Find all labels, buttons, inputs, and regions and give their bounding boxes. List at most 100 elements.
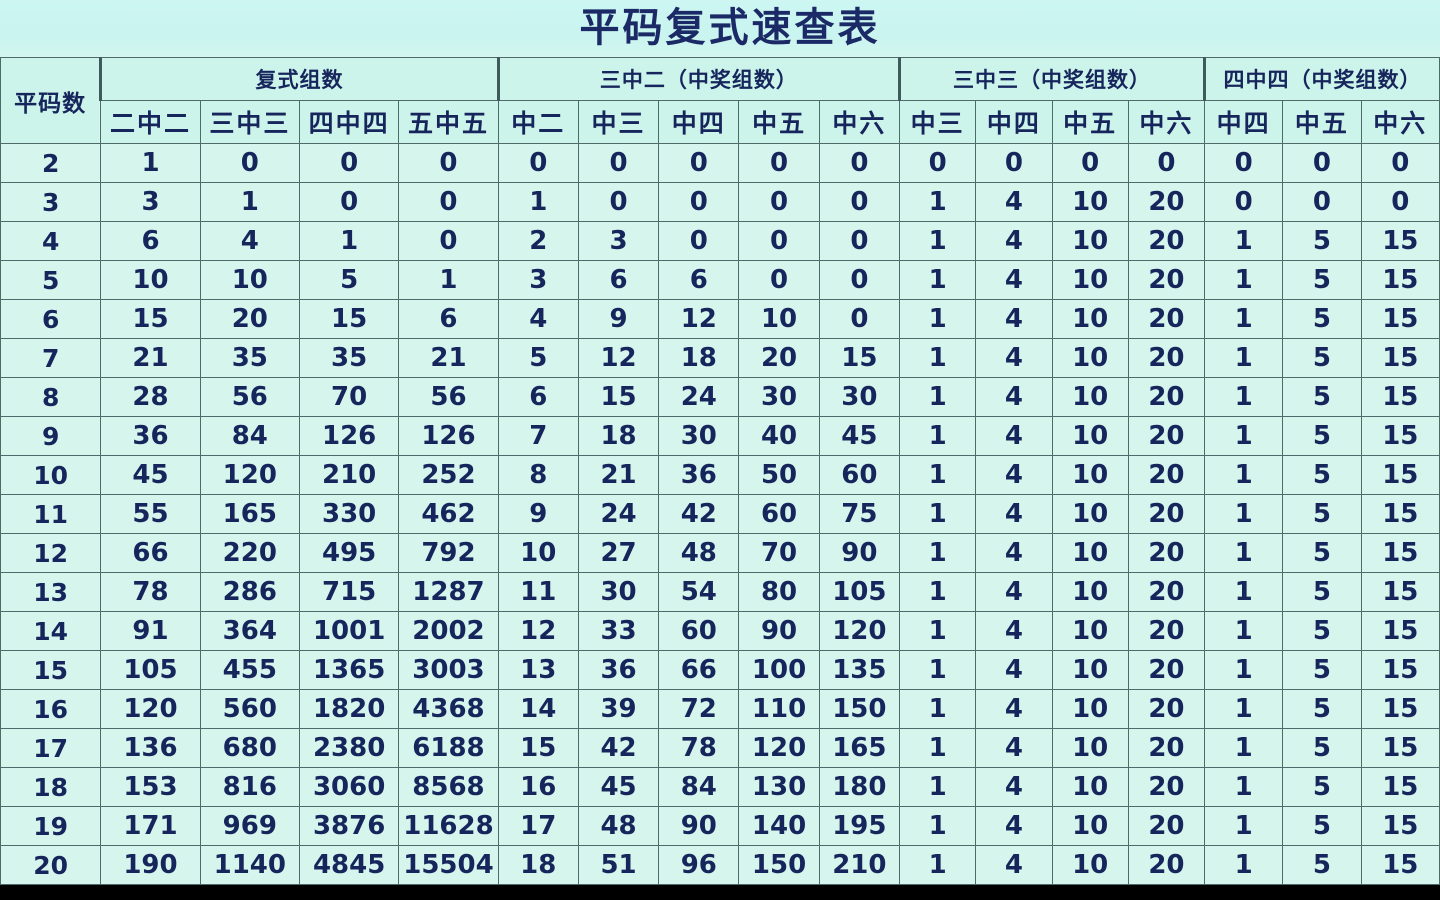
table-row: 18 153 816 3060 8568 16 45 84 130 180 1 4 10 20 1 5 15: [0, 767, 1440, 807]
cell-s32-4: 105: [818, 572, 901, 612]
cell-s44-1: 5: [1282, 221, 1362, 261]
cell-s32-3: 0: [738, 260, 820, 300]
cell-s32-2: 96: [658, 845, 740, 885]
cell-s44-1: 5: [1282, 689, 1362, 729]
cell-s33-3: 20: [1127, 260, 1206, 300]
cell-s44-2: 15: [1360, 299, 1440, 339]
cell-s44-2: 15: [1360, 338, 1440, 378]
cell-s33-0: 1: [899, 416, 977, 456]
cell-s44-1: 5: [1282, 572, 1362, 612]
cell-s32-4: 30: [818, 377, 901, 417]
cell-s33-1: 4: [975, 767, 1053, 807]
group-header-fushi: 复式组数: [99, 57, 499, 101]
cell-s44-2: 15: [1360, 689, 1440, 729]
cell-s33-3: 20: [1127, 689, 1206, 729]
cell-s44-1: 5: [1282, 806, 1362, 846]
cell-s32-2: 66: [658, 650, 740, 690]
cell-fushi-2: 2380: [298, 728, 400, 768]
corner-header-pingma-count: 平码数: [0, 57, 102, 144]
cell-fushi-2: 0: [298, 143, 400, 183]
table-row: 9 36 84 126 126 7 18 30 40 45 1 4 10 20 1 5 15: [0, 416, 1440, 456]
cell-s32-2: 42: [658, 494, 740, 534]
cell-fushi-1: 20: [199, 299, 300, 339]
row-header-pingma-count: 18: [0, 767, 102, 807]
row-header-pingma-count: 5: [0, 260, 102, 300]
cell-s44-2: 15: [1360, 728, 1440, 768]
cell-fushi-2: 126: [298, 416, 400, 456]
cell-s32-1: 12: [577, 338, 660, 378]
cell-s32-1: 27: [577, 533, 660, 573]
table-row: 14 91 364 1001 2002 12 33 60 90 120 1 4 10 20 1 5 15: [0, 611, 1440, 651]
cell-s33-0: 1: [899, 845, 977, 885]
subheader-fushi-2in2: 二中二: [100, 100, 201, 144]
cell-s32-0: 15: [497, 728, 579, 768]
cell-s33-3: 20: [1127, 572, 1206, 612]
cell-fushi-2: 15: [298, 299, 400, 339]
cell-s32-1: 51: [577, 845, 660, 885]
cell-fushi-1: 560: [199, 689, 300, 729]
subheader-s44-hit5: 中五: [1282, 100, 1362, 144]
cell-s32-3: 0: [738, 221, 820, 261]
cell-fushi-3: 0: [398, 182, 499, 222]
cell-s44-0: 1: [1204, 806, 1284, 846]
cell-s32-4: 60: [818, 455, 901, 495]
cell-s33-1: 4: [975, 533, 1053, 573]
row-header-pingma-count: 15: [0, 650, 102, 690]
cell-s32-3: 140: [738, 806, 820, 846]
cell-s32-4: 75: [818, 494, 901, 534]
cell-s33-3: 20: [1127, 455, 1206, 495]
cell-s44-0: 0: [1204, 182, 1284, 222]
cell-s44-2: 15: [1360, 260, 1440, 300]
cell-s32-3: 50: [738, 455, 820, 495]
cell-s32-1: 21: [577, 455, 660, 495]
cell-fushi-3: 0: [398, 143, 499, 183]
cell-s44-2: 15: [1360, 455, 1440, 495]
cell-s33-2: 10: [1051, 533, 1129, 573]
table-row: 11 55 165 330 462 9 24 42 60 75 1 4 10 20 1 5 15: [0, 494, 1440, 534]
cell-s44-2: 0: [1360, 182, 1440, 222]
subheader-s32-hit5: 中五: [738, 100, 820, 144]
cell-s33-3: 20: [1127, 182, 1206, 222]
cell-fushi-3: 8568: [398, 767, 499, 807]
cell-fushi-1: 1140: [199, 845, 300, 885]
row-header-pingma-count: 12: [0, 533, 102, 573]
cell-s32-0: 3: [497, 260, 579, 300]
cell-s32-3: 70: [738, 533, 820, 573]
cell-s32-2: 90: [658, 806, 740, 846]
cell-fushi-0: 28: [100, 377, 201, 417]
table-row: 4 6 4 1 0 2 3 0 0 0 1 4 10 20 1 5 15: [0, 221, 1440, 261]
cell-s32-1: 33: [577, 611, 660, 651]
cell-s32-4: 45: [818, 416, 901, 456]
cell-s32-0: 6: [497, 377, 579, 417]
cell-s33-0: 1: [899, 299, 977, 339]
cell-fushi-0: 78: [100, 572, 201, 612]
cell-s33-2: 10: [1051, 650, 1129, 690]
cell-fushi-0: 6: [100, 221, 201, 261]
subheader-s33-hit5: 中五: [1051, 100, 1129, 144]
cell-fushi-2: 3060: [298, 767, 400, 807]
cell-s33-2: 10: [1051, 689, 1129, 729]
subheader-s32-hit4: 中四: [658, 100, 740, 144]
subheader-fushi-3in3: 三中三: [199, 100, 300, 144]
cell-fushi-2: 4845: [298, 845, 400, 885]
cell-fushi-0: 21: [100, 338, 201, 378]
cell-fushi-3: 126: [398, 416, 499, 456]
cell-fushi-3: 6188: [398, 728, 499, 768]
cell-fushi-1: 10: [199, 260, 300, 300]
cell-s33-3: 20: [1127, 845, 1206, 885]
cell-s32-2: 0: [658, 221, 740, 261]
cell-s32-0: 9: [497, 494, 579, 534]
row-header-pingma-count: 3: [0, 182, 102, 222]
subheader-s33-hit6: 中六: [1127, 100, 1206, 144]
cell-s44-0: 1: [1204, 377, 1284, 417]
header-sub-row: 二中二 三中三 四中四 五中五 中二 中三 中四 中五 中六 中三 中四 中五 …: [1, 100, 1440, 144]
cell-fushi-0: 3: [100, 182, 201, 222]
cell-fushi-3: 4368: [398, 689, 499, 729]
cell-s44-2: 15: [1360, 377, 1440, 417]
cell-s44-2: 0: [1360, 143, 1440, 183]
group-header-san-zhong-er: 三中二（中奖组数）: [496, 57, 901, 101]
cell-fushi-2: 3876: [298, 806, 400, 846]
cell-fushi-0: 105: [100, 650, 201, 690]
cell-s44-0: 1: [1204, 416, 1284, 456]
